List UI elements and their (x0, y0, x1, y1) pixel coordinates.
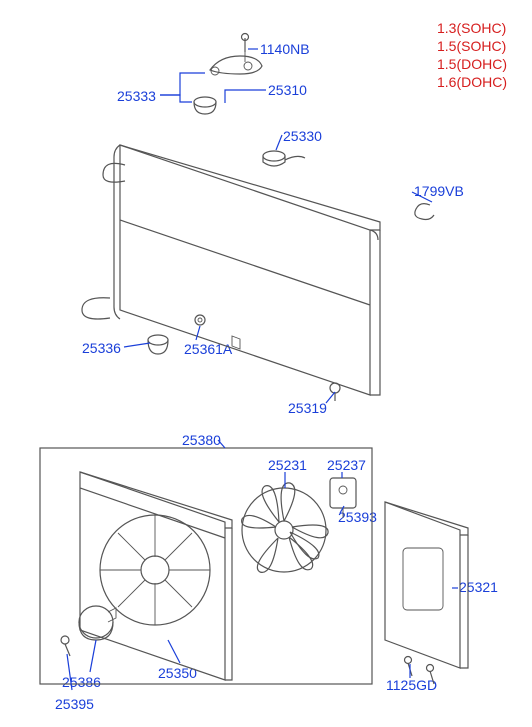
diagram-page: { "diagram": { "type": "exploded-parts-d… (0, 0, 532, 727)
parts-illustration (0, 0, 532, 727)
